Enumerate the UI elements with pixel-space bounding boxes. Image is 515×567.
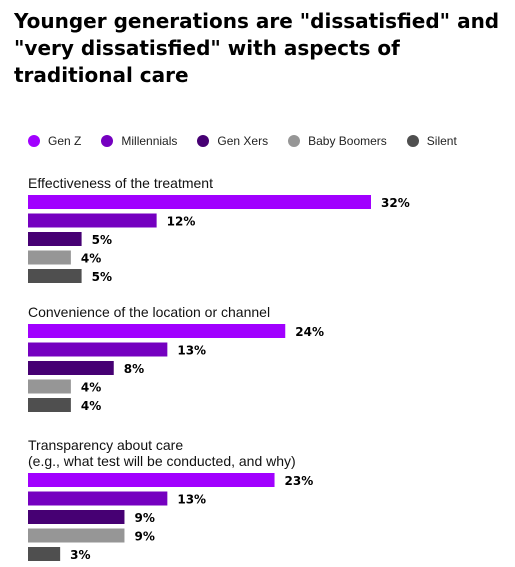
bar bbox=[28, 269, 82, 283]
bar bbox=[28, 232, 82, 246]
data-label: 8% bbox=[124, 362, 144, 376]
chart-title: Younger generations are "dissatisfied" a… bbox=[14, 9, 500, 87]
data-label: 9% bbox=[134, 530, 154, 544]
category-label: (e.g., what test will be conducted, and … bbox=[28, 453, 296, 469]
legend-label: Baby Boomers bbox=[308, 134, 387, 148]
legend-item-1: Millennials bbox=[101, 134, 177, 148]
data-label: 13% bbox=[177, 493, 206, 507]
legend-swatch bbox=[28, 135, 40, 147]
bar bbox=[28, 250, 71, 265]
bar bbox=[28, 195, 371, 209]
bar bbox=[28, 324, 286, 338]
data-label: 12% bbox=[167, 215, 196, 229]
data-label: 5% bbox=[92, 270, 112, 284]
legend-item-0: Gen Z bbox=[28, 134, 81, 148]
bar bbox=[28, 361, 114, 375]
bar bbox=[28, 473, 275, 487]
legend-swatch bbox=[288, 135, 301, 147]
bar bbox=[28, 213, 157, 228]
bar bbox=[28, 342, 168, 357]
data-label: 5% bbox=[92, 233, 112, 247]
data-label: 3% bbox=[70, 548, 90, 562]
bar bbox=[28, 547, 61, 561]
bar bbox=[28, 379, 71, 394]
legend-item-3: Baby Boomers bbox=[288, 134, 387, 148]
legend: Gen Z Millennials Gen Xers Baby Boomers Sile… bbox=[28, 132, 457, 150]
legend-swatch bbox=[197, 135, 210, 147]
legend-item-4: Silent bbox=[406, 134, 457, 148]
data-label: 32% bbox=[381, 196, 410, 210]
category-label: Convenience of the location or channel bbox=[28, 304, 270, 320]
legend-label: Silent bbox=[426, 134, 457, 148]
legend-label: Millennials bbox=[121, 134, 178, 148]
data-label: 23% bbox=[285, 474, 314, 488]
bar bbox=[28, 528, 125, 543]
legend-swatch bbox=[101, 135, 114, 147]
legend-item-2: Gen Xers bbox=[197, 134, 268, 148]
bar bbox=[28, 510, 125, 524]
category-label: Effectiveness of the treatment bbox=[28, 175, 213, 191]
bar bbox=[28, 398, 71, 412]
legend-swatch bbox=[406, 135, 419, 147]
data-label: 24% bbox=[295, 325, 324, 339]
data-label: 4% bbox=[81, 252, 101, 266]
legend-label: Gen Z bbox=[48, 134, 82, 148]
data-label: 9% bbox=[134, 511, 154, 525]
data-label: 4% bbox=[81, 399, 101, 413]
data-label: 4% bbox=[81, 381, 101, 395]
category-label: Transparency about care bbox=[28, 437, 183, 453]
legend-label: Gen Xers bbox=[217, 134, 269, 148]
data-label: 13% bbox=[177, 344, 206, 358]
bar bbox=[28, 491, 168, 506]
